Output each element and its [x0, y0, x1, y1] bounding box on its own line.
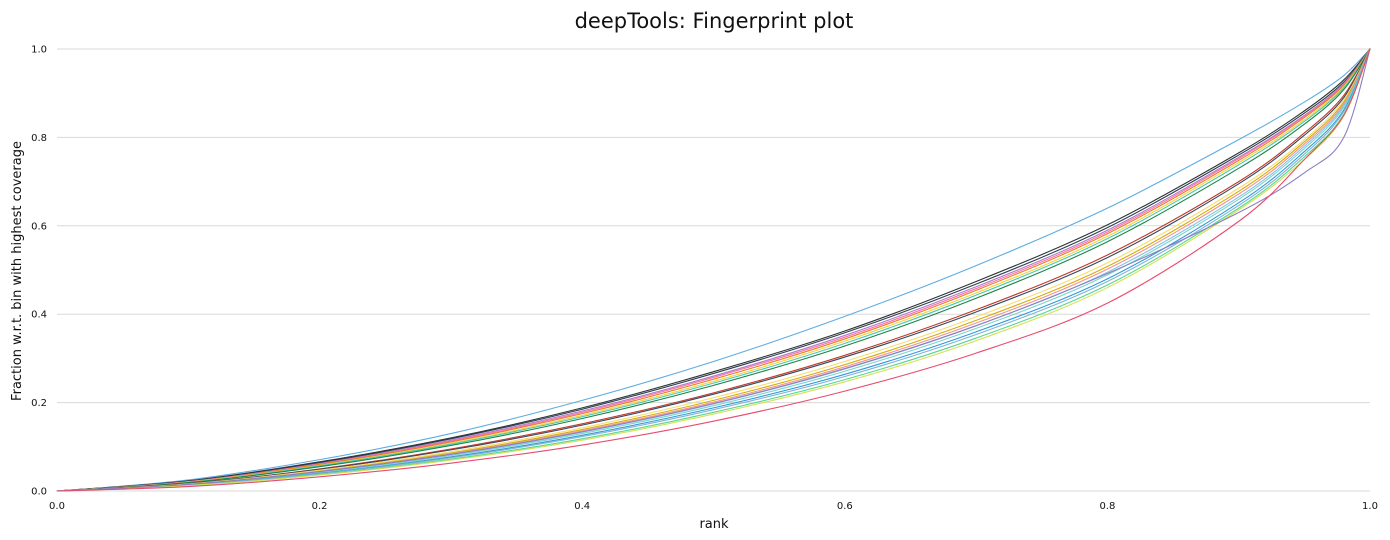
y-tick-label: 0.4 — [31, 310, 47, 321]
series-line-4 — [56, 48, 1371, 492]
series-line-8 — [56, 48, 1371, 492]
y-tick-labels: 0.0 0.2 0.4 0.6 0.8 1.0 — [31, 45, 47, 498]
series-line-16 — [56, 48, 1371, 492]
gridlines — [57, 48, 1370, 492]
series-line-18 — [56, 48, 1371, 492]
series-line-11 — [56, 48, 1371, 492]
x-tick-label: 0.4 — [574, 501, 590, 512]
series-line-9 — [56, 48, 1371, 492]
series-line-15 — [56, 48, 1371, 492]
y-tick-label: 0.8 — [31, 133, 47, 144]
series-line-10 — [56, 48, 1371, 492]
y-tick-label: 0.2 — [31, 398, 47, 409]
x-tick-label: 0.0 — [49, 501, 65, 512]
x-tick-labels: 0.0 0.2 0.4 0.6 0.8 1.0 — [49, 501, 1378, 512]
series-line-17 — [56, 48, 1371, 492]
series-line-7 — [56, 48, 1371, 492]
series-lines — [56, 48, 1371, 492]
x-tick-label: 0.6 — [837, 501, 853, 512]
x-tick-label: 1.0 — [1362, 501, 1378, 512]
series-line-22 — [56, 48, 1371, 492]
x-tick-label: 0.2 — [312, 501, 328, 512]
series-line-6 — [56, 48, 1371, 492]
series-line-2 — [56, 48, 1371, 492]
series-line-5 — [56, 48, 1371, 492]
series-line-14 — [56, 48, 1371, 492]
series-line-3 — [56, 48, 1371, 492]
series-line-12 — [56, 48, 1371, 492]
series-line-21 — [56, 48, 1371, 492]
series-line-19 — [56, 48, 1371, 492]
series-line-13 — [56, 48, 1371, 492]
x-axis-label: rank — [699, 517, 729, 532]
y-tick-label: 0.6 — [31, 221, 47, 232]
x-tick-label: 0.8 — [1099, 501, 1115, 512]
y-tick-label: 0.0 — [31, 487, 47, 498]
series-line-1 — [56, 48, 1371, 492]
y-tick-label: 1.0 — [31, 45, 47, 56]
series-line-20 — [56, 48, 1371, 492]
y-axis-label: Fraction w.r.t. bin with highest coverag… — [10, 141, 25, 401]
chart-title: deepTools: Fingerprint plot — [575, 9, 854, 33]
